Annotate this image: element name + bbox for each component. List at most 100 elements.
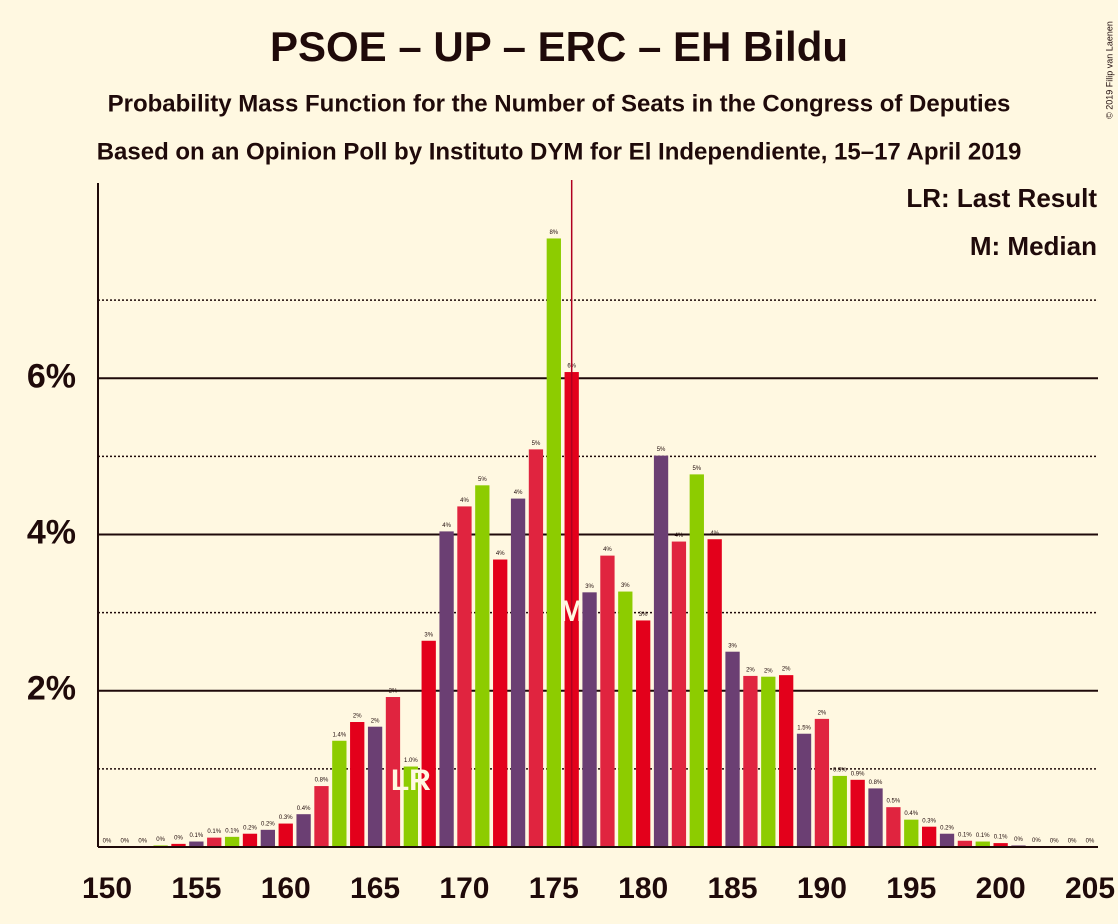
- last-result-marker: LR: [391, 764, 431, 797]
- bar: [242, 833, 258, 847]
- bar: [707, 539, 722, 847]
- value-label: 0.9%: [833, 767, 847, 773]
- value-label: 2%: [818, 710, 827, 716]
- value-label: 0.3%: [922, 818, 936, 824]
- value-label: 4%: [496, 551, 505, 557]
- value-label: 0.9%: [851, 771, 865, 777]
- bar: [332, 740, 347, 847]
- x-tick-label: 160: [261, 872, 311, 905]
- legend-entry: LR: Last Result: [906, 183, 1097, 213]
- bar: [868, 788, 883, 847]
- bar: [189, 841, 204, 847]
- x-tick-label: 200: [976, 872, 1026, 905]
- value-label: 2%: [353, 714, 362, 720]
- bar: [653, 455, 669, 847]
- value-label: 0.8%: [869, 780, 883, 786]
- bar: [886, 807, 901, 847]
- bar: [314, 786, 329, 847]
- bar: [636, 620, 651, 847]
- bar: [582, 592, 597, 847]
- value-label: 3%: [585, 584, 594, 590]
- bar: [439, 531, 454, 847]
- value-label: 4%: [460, 498, 469, 504]
- value-label: 4%: [675, 533, 684, 539]
- bar: [993, 843, 1008, 847]
- bar: [743, 675, 758, 847]
- bar: [957, 840, 973, 847]
- legend-entry: M: Median: [970, 231, 1097, 261]
- value-label: 0%: [1032, 838, 1041, 844]
- bar: [260, 829, 276, 847]
- y-tick-label: 4%: [27, 514, 76, 552]
- value-label: 4%: [442, 523, 451, 529]
- bar: [939, 833, 955, 847]
- value-label: 0%: [1014, 837, 1023, 843]
- x-tick-label: 170: [439, 872, 489, 905]
- value-label: 0.1%: [994, 835, 1008, 841]
- chart-subtitle: Probability Mass Function for the Number…: [108, 90, 1011, 117]
- bar: [403, 766, 418, 847]
- bar: [832, 775, 847, 847]
- value-label: 2%: [782, 667, 791, 673]
- value-label: 0.4%: [904, 811, 918, 817]
- value-label: 2%: [746, 668, 755, 674]
- bar: [510, 498, 526, 847]
- bar: [618, 591, 633, 847]
- value-label: 0%: [156, 837, 165, 843]
- y-tick-label: 6%: [27, 357, 76, 395]
- value-label: 2%: [764, 668, 773, 674]
- value-label: 5%: [532, 441, 541, 447]
- median-marker: M: [559, 595, 584, 628]
- bar: [796, 733, 812, 847]
- value-label: 0%: [103, 839, 112, 845]
- bar: [278, 823, 293, 847]
- bar: [904, 819, 919, 847]
- value-label: 1.0%: [404, 758, 418, 764]
- copyright: © 2019 Filip van Laenen: [1104, 21, 1114, 119]
- x-tick-label: 150: [82, 872, 132, 905]
- x-tick-label: 155: [171, 872, 221, 905]
- value-label: 2%: [371, 718, 380, 724]
- x-tick-label: 165: [350, 872, 400, 905]
- bar: [350, 722, 365, 847]
- bar: [207, 837, 222, 847]
- value-label: 2%: [389, 689, 398, 695]
- chart-subtitle: Based on an Opinion Poll by Instituto DY…: [97, 138, 1022, 165]
- x-tick-label: 175: [529, 872, 579, 905]
- value-label: 0.3%: [279, 815, 293, 821]
- value-label: 0.2%: [261, 821, 275, 827]
- value-label: 0.1%: [976, 833, 990, 839]
- bar: [546, 238, 561, 848]
- bar: [296, 814, 311, 847]
- bar: [921, 826, 937, 847]
- bar: [600, 555, 615, 847]
- x-tick-label: 205: [1065, 872, 1115, 905]
- value-label: 0.5%: [887, 799, 901, 805]
- bar: [761, 676, 776, 847]
- value-label: 5%: [657, 447, 666, 453]
- value-label: 4%: [710, 531, 719, 537]
- bar: [975, 841, 990, 847]
- x-tick-label: 180: [618, 872, 668, 905]
- value-label: 0.1%: [190, 833, 204, 839]
- bar: [779, 675, 794, 847]
- value-label: 0.8%: [315, 778, 329, 784]
- bar: [475, 485, 490, 847]
- value-label: 0%: [1086, 839, 1095, 845]
- y-tick-label: 2%: [27, 670, 76, 708]
- value-label: 0%: [121, 839, 130, 845]
- value-label: 0%: [1068, 839, 1077, 845]
- value-label: 4%: [603, 547, 612, 553]
- bar: [457, 506, 472, 847]
- value-label: 4%: [514, 490, 523, 496]
- bar: [385, 697, 401, 847]
- value-label: 3%: [728, 643, 737, 649]
- bar: [671, 541, 687, 847]
- value-label: 0%: [174, 835, 183, 841]
- bar: [493, 559, 508, 847]
- chart-title: PSOE – UP – ERC – EH Bildu: [270, 23, 848, 70]
- value-label: 8%: [549, 230, 558, 236]
- x-tick-label: 185: [708, 872, 758, 905]
- value-label: 0.1%: [207, 829, 221, 835]
